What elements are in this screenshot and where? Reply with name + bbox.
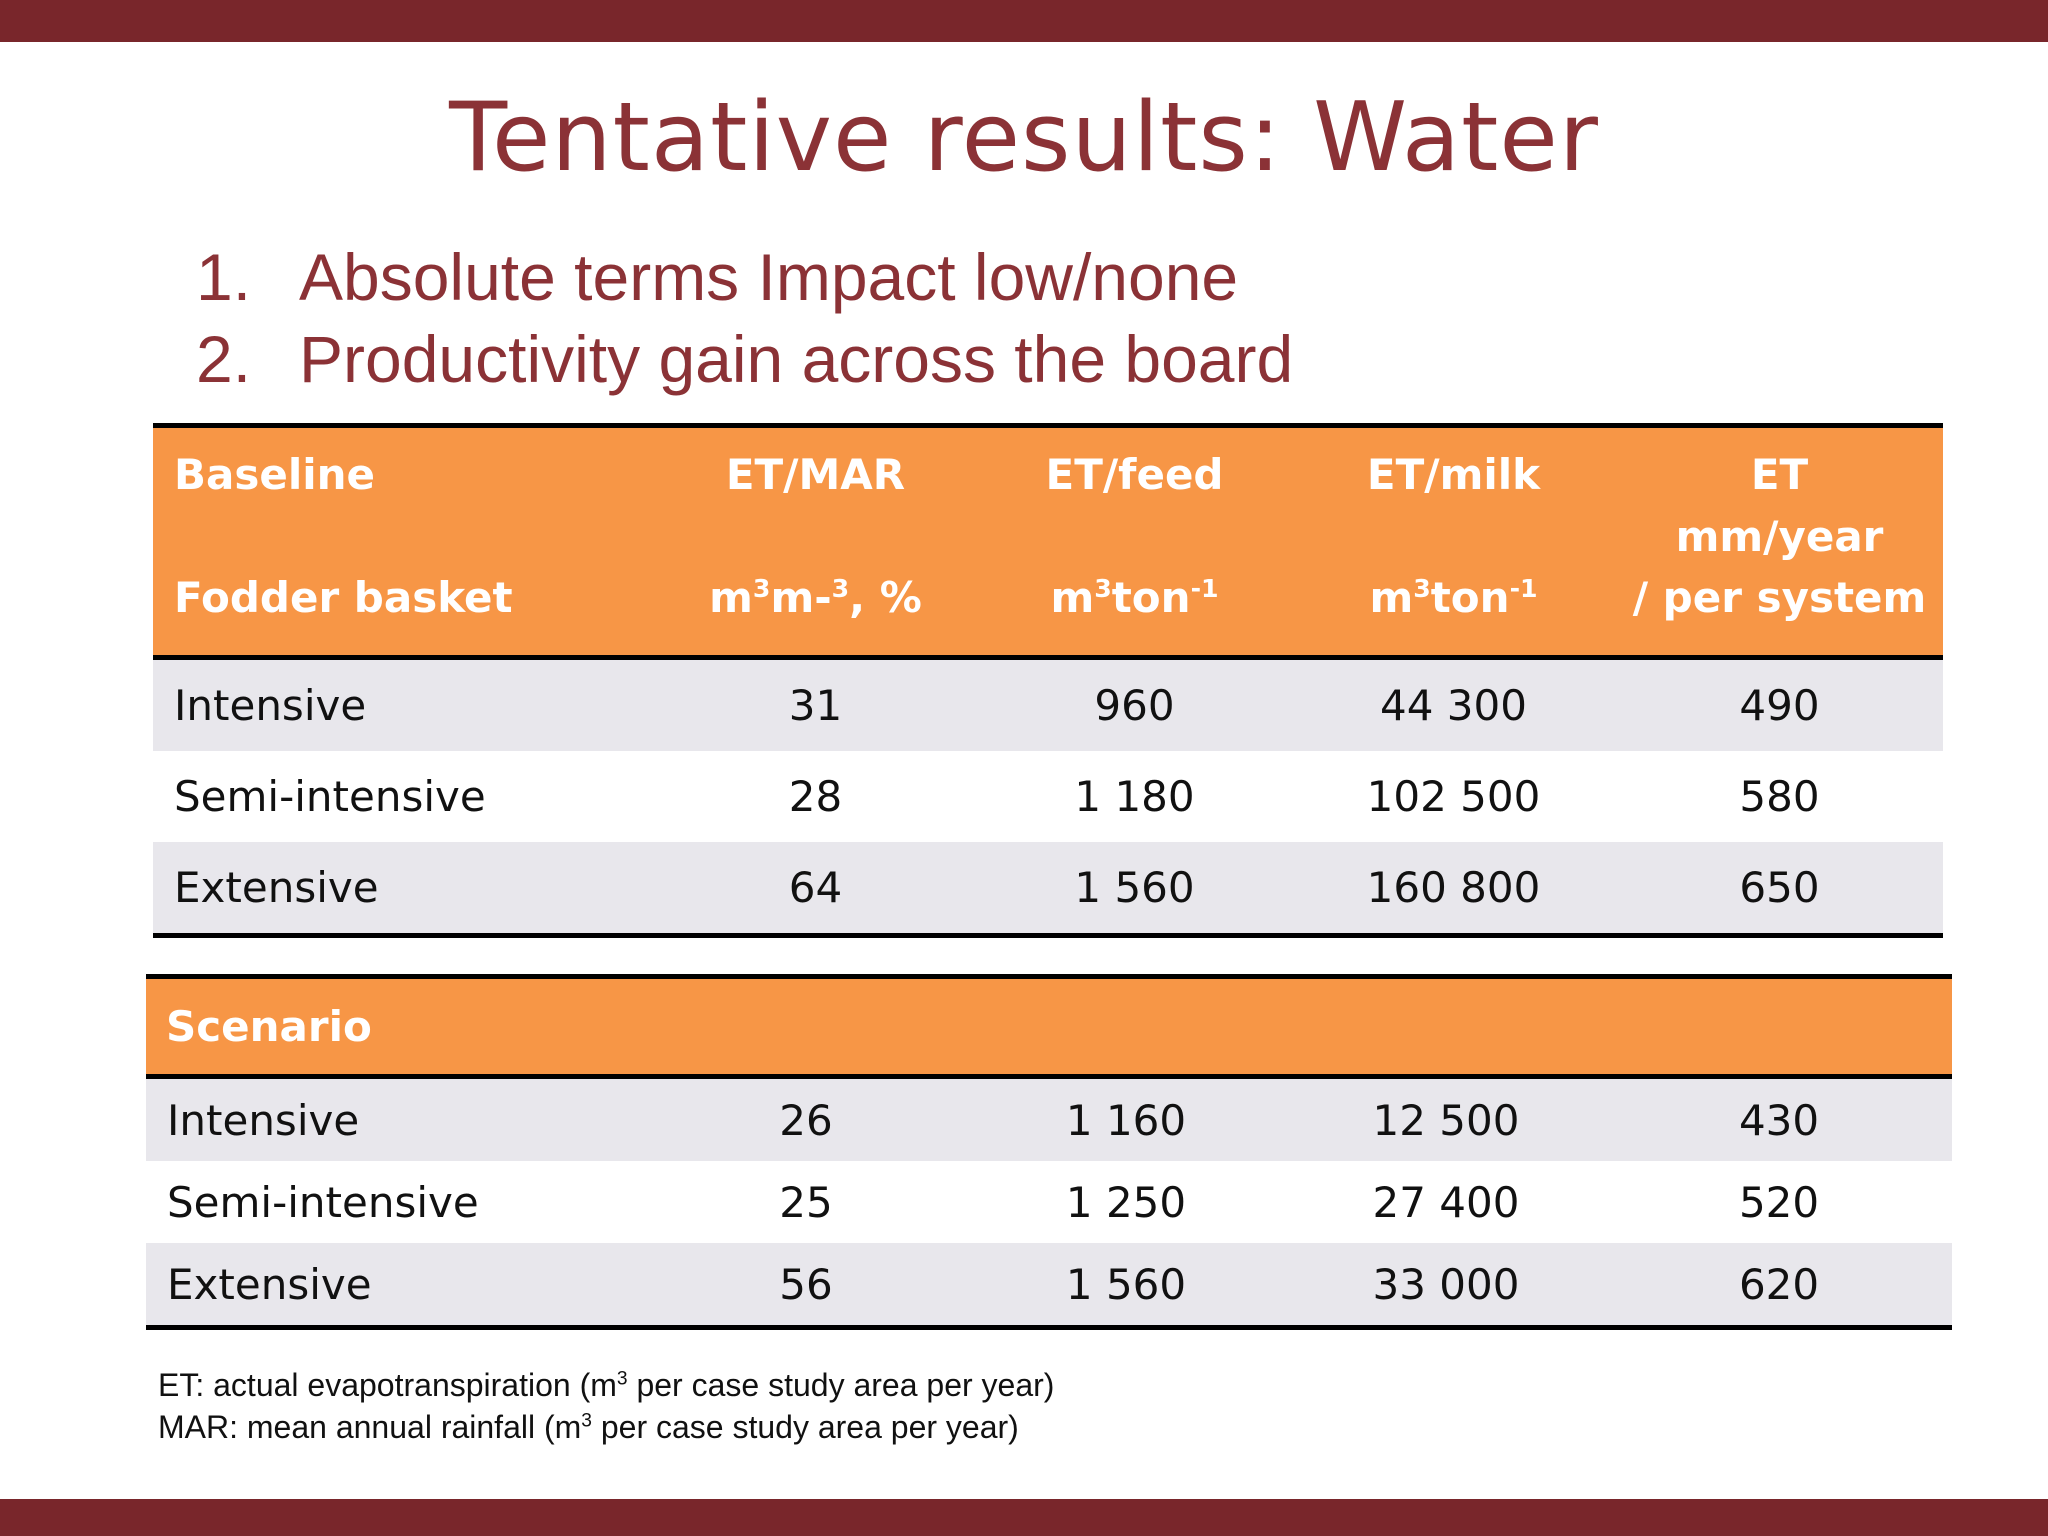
row-label: Semi-intensive: [146, 1161, 646, 1243]
table-row: Intensive 31 960 44 300 490: [153, 657, 1943, 751]
scenario-header-row: Scenario: [146, 974, 1953, 1079]
table-row: Extensive 64 1 560 160 800 650: [153, 842, 1943, 938]
cell-et-feed: 960: [978, 657, 1291, 751]
cell-et-feed: 1 180: [978, 751, 1291, 842]
cell-et: 620: [1606, 1243, 1953, 1330]
cell-et-mar: 31: [653, 657, 978, 751]
baseline-table: Baseline Fodder basket ET/MAR m3m-3, % E…: [153, 423, 1943, 938]
cell-et: 430: [1606, 1076, 1953, 1161]
cell-et-milk: 12 500: [1286, 1076, 1606, 1161]
table-row: Extensive 56 1 560 33 000 620: [146, 1243, 1953, 1330]
header-et-feed-unit: m3ton-1: [1050, 573, 1219, 622]
cell-et-milk: 102 500: [1291, 751, 1616, 842]
header-fodder-basket: Fodder basket: [174, 573, 513, 622]
row-label: Extensive: [146, 1243, 646, 1330]
header-et: ET: [1750, 450, 1809, 499]
header-et-mar-unit: m3m-3, %: [709, 573, 922, 622]
cell-et-milk: 27 400: [1286, 1161, 1606, 1243]
cell-et: 650: [1616, 842, 1943, 938]
bullet-text: Absolute terms Impact low/none: [299, 240, 1239, 314]
cell-et-feed: 1 560: [966, 1243, 1286, 1330]
cell-et: 490: [1616, 657, 1943, 751]
header-cell: ET/feed m3ton-1: [978, 423, 1291, 660]
cell-et-mar: 64: [653, 842, 978, 938]
scenario-table: Scenario Intensive 26 1 160 12 500 430 S…: [146, 974, 1953, 1330]
cell-et-mar: 56: [646, 1243, 966, 1330]
baseline-header-row: Baseline Fodder basket ET/MAR m3m-3, % E…: [153, 423, 1943, 660]
header-et-per-system: / per system: [1632, 573, 1927, 622]
footnote-mar: MAR: mean annual rainfall (m3 per case s…: [158, 1409, 1019, 1445]
slide-title: Tentative results: Water: [449, 83, 1599, 193]
row-label: Intensive: [146, 1076, 646, 1161]
header-et-unit: mm/year: [1675, 512, 1884, 561]
top-accent-bar: [0, 0, 2048, 42]
cell-et: 580: [1616, 751, 1943, 842]
bullet-list: 1. Absolute terms Impact low/none 2. Produ…: [196, 236, 1293, 400]
cell-et-mar: 28: [653, 751, 978, 842]
table-row: Semi-intensive 28 1 180 102 500 580: [153, 751, 1943, 842]
header-cell: ET/MAR m3m-3, %: [653, 423, 978, 660]
cell-et-milk: 44 300: [1291, 657, 1616, 751]
header-et-milk: ET/milk: [1366, 450, 1541, 499]
header-et-mar: ET/MAR: [725, 450, 906, 499]
bullet-item: 2. Productivity gain across the board: [196, 318, 1293, 400]
header-cell: ET/milk m3ton-1: [1291, 423, 1616, 660]
header-et-milk-unit: m3ton-1: [1369, 573, 1538, 622]
cell-et-feed: 1 160: [966, 1076, 1286, 1161]
bullet-number: 2.: [196, 322, 252, 396]
cell-et-milk: 33 000: [1286, 1243, 1606, 1330]
cell-et-milk: 160 800: [1291, 842, 1616, 938]
bullet-item: 1. Absolute terms Impact low/none: [196, 236, 1293, 318]
row-label: Intensive: [153, 657, 653, 751]
footnote-et: ET: actual evapotranspiration (m3 per ca…: [158, 1367, 1055, 1403]
row-label: Extensive: [153, 842, 653, 938]
row-label: Semi-intensive: [153, 751, 653, 842]
header-scenario: Scenario: [146, 974, 1953, 1079]
table-row: Semi-intensive 25 1 250 27 400 520: [146, 1161, 1953, 1243]
header-cell: ET mm/year / per system: [1616, 423, 1943, 660]
cell-et-feed: 1 560: [978, 842, 1291, 938]
cell-et-mar: 25: [646, 1161, 966, 1243]
header-baseline: Baseline: [174, 450, 376, 499]
bullet-number: 1.: [196, 240, 252, 314]
header-cell: Baseline Fodder basket: [153, 423, 653, 660]
footnotes: ET: actual evapotranspiration (m3 per ca…: [158, 1364, 1054, 1448]
header-et-feed: ET/feed: [1045, 450, 1224, 499]
cell-et-feed: 1 250: [966, 1161, 1286, 1243]
table-row: Intensive 26 1 160 12 500 430: [146, 1076, 1953, 1161]
cell-et: 520: [1606, 1161, 1953, 1243]
bullet-text: Productivity gain across the board: [299, 322, 1294, 396]
bottom-accent-bar: [0, 1499, 2048, 1536]
cell-et-mar: 26: [646, 1076, 966, 1161]
